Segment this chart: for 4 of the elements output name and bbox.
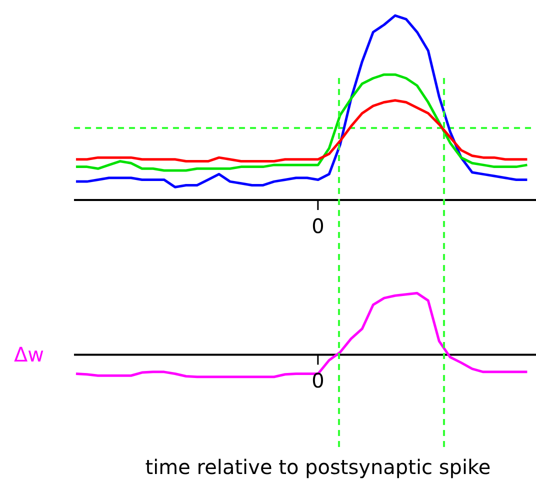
text: 0 — [312, 214, 324, 238]
y-axis-title: Δw — [14, 342, 44, 367]
x-axis-title: time relative to postsynaptic spike — [145, 455, 491, 479]
annotation: 0 — [312, 368, 324, 393]
